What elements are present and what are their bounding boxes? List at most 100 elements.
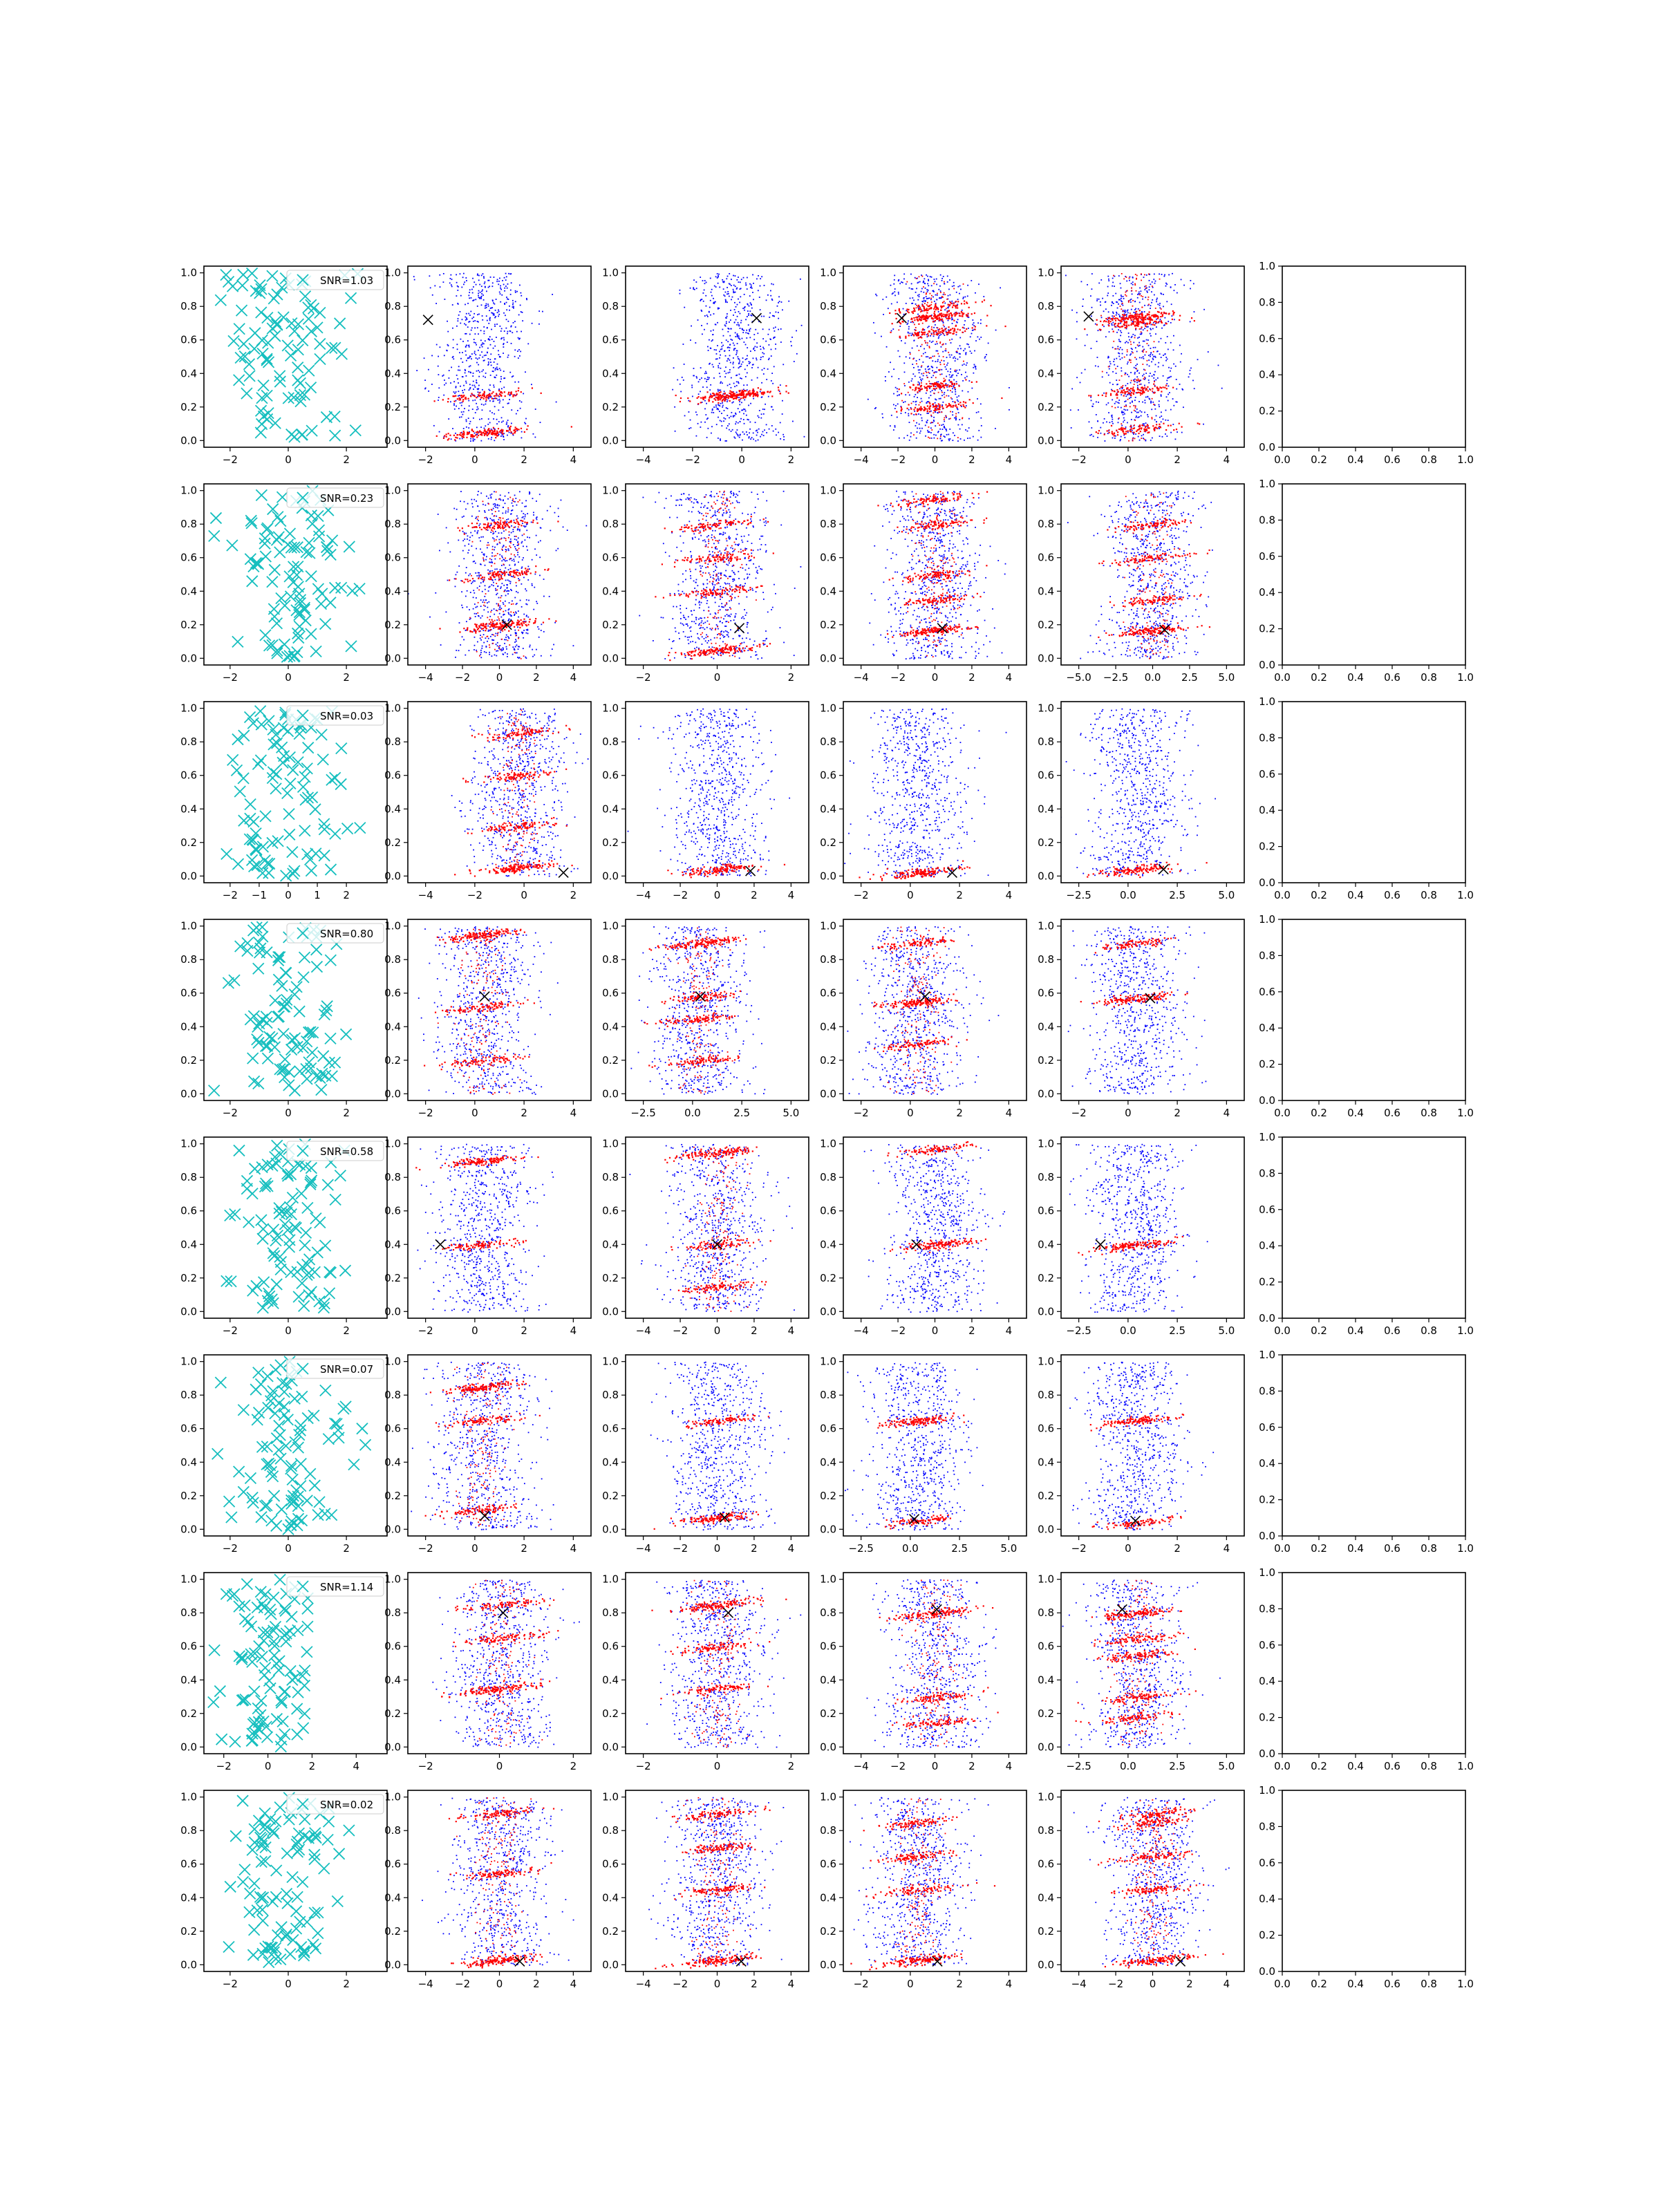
blue-point	[1108, 430, 1109, 432]
blue-point	[908, 326, 910, 328]
blue-point	[893, 368, 895, 371]
blue-point	[754, 422, 756, 424]
blue-point	[778, 302, 779, 303]
red-point	[787, 392, 789, 394]
blue-point	[518, 556, 521, 558]
red-point	[943, 384, 945, 386]
blue-point	[1122, 413, 1124, 415]
blue-point	[1164, 317, 1166, 319]
blue-point	[926, 289, 928, 291]
blue-point	[1183, 284, 1185, 286]
blue-point	[510, 325, 512, 327]
blue-point	[955, 357, 957, 359]
red-point	[1150, 318, 1152, 320]
blue-point	[524, 422, 526, 424]
blue-point	[482, 503, 484, 505]
red-point	[974, 328, 976, 330]
blue-point	[916, 288, 918, 290]
red-point	[941, 306, 943, 308]
data-point-x-marker	[270, 617, 283, 630]
blue-point	[465, 420, 467, 422]
blue-point	[921, 417, 923, 419]
red-point	[713, 394, 715, 397]
red-point	[719, 399, 721, 401]
blue-point	[740, 377, 741, 379]
red-point	[949, 381, 952, 383]
blue-point	[945, 350, 947, 352]
blue-point	[898, 437, 900, 439]
blue-point	[1173, 335, 1174, 337]
red-point	[718, 402, 720, 404]
blue-point	[739, 399, 741, 401]
red-point	[743, 395, 745, 397]
red-point	[937, 391, 939, 393]
red-point	[498, 390, 500, 392]
red-point	[953, 288, 955, 290]
blue-point	[502, 280, 503, 281]
blue-point	[917, 308, 919, 309]
blue-point	[907, 322, 909, 324]
blue-point	[1134, 309, 1136, 311]
red-point	[715, 396, 717, 398]
blue-point	[781, 413, 783, 415]
blue-point	[489, 384, 491, 386]
blue-point	[718, 416, 719, 418]
red-point	[1146, 359, 1148, 362]
red-point	[704, 397, 706, 399]
blue-point	[932, 355, 934, 357]
red-point	[1142, 387, 1144, 389]
blue-point	[918, 413, 919, 415]
blue-point	[472, 400, 474, 402]
blue-point	[489, 422, 491, 424]
red-point	[520, 427, 523, 429]
blue-point	[1120, 435, 1122, 438]
blue-point	[943, 427, 945, 429]
red-point	[962, 326, 964, 328]
red-point	[971, 381, 973, 383]
red-point	[500, 432, 503, 434]
blue-point	[964, 439, 965, 441]
blue-point	[470, 440, 471, 442]
blue-point	[1107, 292, 1109, 294]
blue-point	[452, 347, 454, 348]
red-point	[465, 396, 467, 399]
blue-point	[916, 422, 918, 424]
red-point	[946, 384, 948, 386]
blue-point	[1135, 364, 1137, 366]
blue-point	[1138, 291, 1140, 293]
red-point	[1100, 315, 1102, 317]
blue-point	[492, 300, 494, 302]
red-point	[1197, 422, 1199, 424]
blue-point	[1146, 287, 1147, 289]
blue-point	[1173, 363, 1175, 365]
blue-point	[1143, 423, 1145, 425]
blue-point	[921, 316, 923, 318]
blue-point	[746, 276, 748, 279]
blue-point	[474, 352, 476, 354]
blue-point	[890, 303, 892, 305]
blue-point	[957, 400, 959, 402]
blue-point	[727, 346, 729, 348]
blue-point	[1123, 311, 1125, 312]
blue-point	[451, 357, 453, 358]
blue-point	[722, 402, 724, 404]
blue-point	[772, 315, 774, 317]
red-point	[950, 385, 953, 387]
blue-point	[1127, 383, 1129, 384]
blue-point	[1123, 298, 1125, 299]
blue-point	[1141, 411, 1143, 413]
red-point	[1116, 325, 1118, 327]
blue-point	[701, 377, 702, 379]
blue-point	[736, 303, 738, 306]
blue-point	[940, 346, 942, 348]
red-point	[1156, 424, 1158, 426]
blue-point	[476, 612, 477, 615]
blue-point	[1118, 315, 1121, 317]
blue-point	[946, 364, 948, 366]
blue-point	[738, 310, 740, 312]
blue-point	[1145, 431, 1146, 433]
red-point	[1126, 388, 1128, 390]
blue-point	[730, 328, 732, 330]
x-tick-label: −4	[854, 453, 869, 466]
blue-point	[912, 321, 915, 324]
